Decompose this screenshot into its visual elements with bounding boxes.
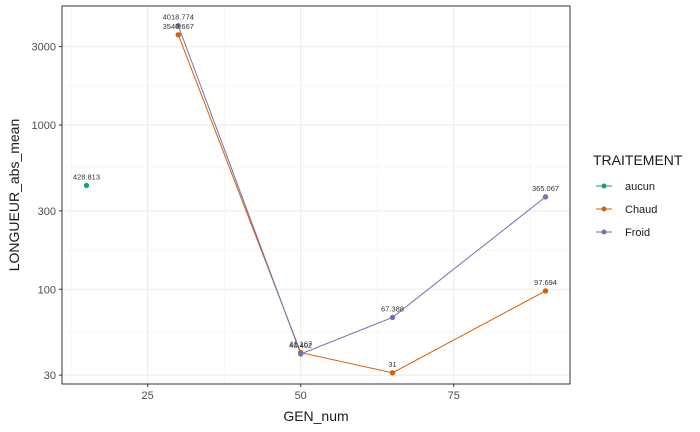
- legend-key-point-froid: [601, 229, 607, 235]
- x-tick-label: 50: [295, 390, 307, 402]
- data-point-chaud: [175, 32, 181, 38]
- series-line-chaud: [177, 34, 546, 374]
- y-axis-title: LONGUEUR_abs_mean: [6, 119, 22, 272]
- y-tick-label: 3000: [32, 42, 56, 54]
- legend-title: TRAITEMENT: [593, 152, 683, 168]
- data-point-froid: [175, 23, 181, 29]
- panel-border: [61, 5, 571, 385]
- series-line-froid: [177, 25, 546, 355]
- data-label-chaud: 3540.667: [163, 22, 194, 31]
- legend-label-froid: Froid: [625, 227, 650, 239]
- data-label-chaud: 97.694: [534, 278, 557, 287]
- legend-key-point-aucun: [601, 183, 607, 189]
- data-point-froid: [297, 351, 304, 357]
- y-tick-label: 1000: [32, 120, 56, 132]
- data-point-chaud: [542, 288, 549, 294]
- data-point-aucun: [83, 182, 90, 189]
- data-label-froid: 67.388: [381, 304, 404, 313]
- y-tick-label: 100: [38, 284, 56, 296]
- data-label-chaud: 41.167: [289, 340, 312, 349]
- series-points: [83, 23, 549, 376]
- y-tick-label: 300: [38, 206, 56, 218]
- legend-label-aucun: aucun: [625, 181, 655, 193]
- legend-key-point-chaud: [601, 206, 607, 212]
- series-lines: [177, 25, 546, 374]
- x-tick-label: 75: [448, 390, 460, 402]
- data-point-froid: [389, 314, 396, 321]
- x-axis-title: GEN_num: [283, 408, 348, 424]
- legend-label-chaud: Chaud: [625, 204, 657, 216]
- y-tick-label: 30: [44, 370, 56, 382]
- data-label-aucun: 428.813: [73, 172, 100, 181]
- x-tick-label: 25: [142, 390, 154, 402]
- x-axis: 25 50 75: [142, 384, 460, 402]
- data-point-froid: [542, 194, 549, 200]
- data-point-chaud: [389, 370, 396, 376]
- y-axis: 30 100 300 1000 3000: [32, 42, 62, 382]
- data-labels: 428.813 3540.667 41.167 31 97.694 4018.774 40.…: [73, 13, 559, 369]
- data-label-chaud: 31: [388, 360, 396, 369]
- data-label-froid: 365.067: [532, 184, 559, 193]
- data-label-froid: 40.402: [289, 341, 312, 350]
- data-label-froid: 4018.774: [163, 13, 194, 22]
- grid: [62, 6, 570, 384]
- legend: TRAITEMENT aucun Chaud Froid: [593, 152, 683, 239]
